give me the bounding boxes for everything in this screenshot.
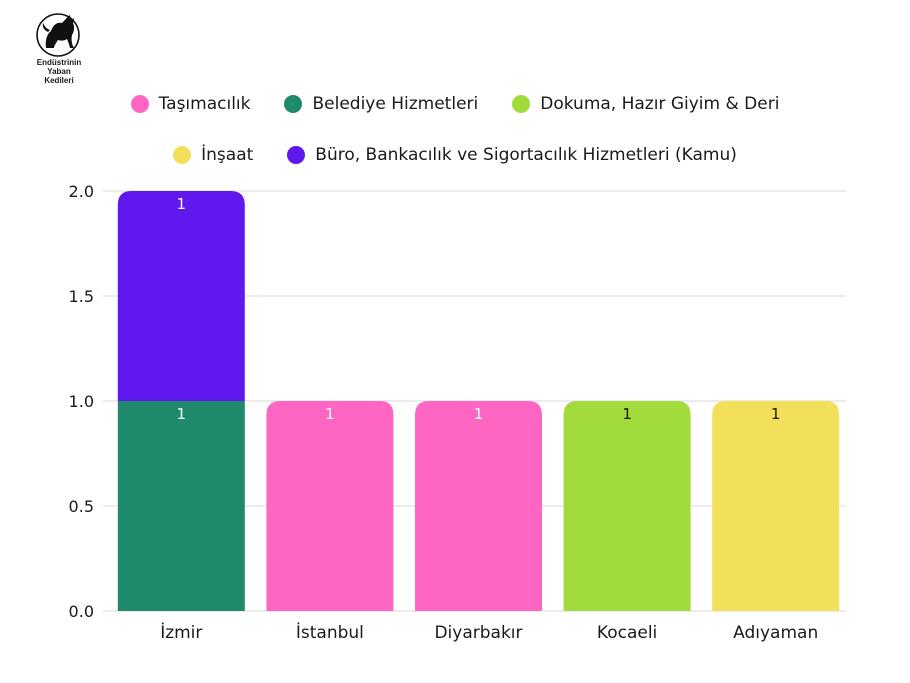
legend-label: Dokuma, Hazır Giyim & Deri: [540, 94, 780, 114]
y-tick-label: 2.0: [69, 182, 94, 201]
legend-item-dokuma[interactable]: Dokuma, Hazır Giyim & Deri: [512, 94, 779, 114]
y-tick-label: 1.0: [69, 392, 94, 411]
x-category-label: Adıyaman: [733, 623, 818, 643]
legend-swatch: [287, 146, 306, 164]
legend-swatch: [173, 146, 192, 164]
bar-segment: [712, 401, 840, 611]
x-category-label: İzmir: [160, 622, 202, 643]
data-label: 1: [771, 405, 781, 423]
bar-segment: [415, 401, 542, 611]
legend-item-insaat[interactable]: İnşaat: [173, 145, 253, 165]
logo: Endüstrinin Yaban Kedileri: [26, 8, 92, 98]
bars: 1 1 1 1 1 1: [117, 191, 840, 611]
bar-segment: [117, 191, 245, 401]
legend-item-belediye[interactable]: Belediye Hizmetleri: [284, 94, 478, 114]
legend-swatch: [130, 95, 149, 113]
bar-segment: [117, 401, 245, 611]
legend-label: Büro, Bankacılık ve Sigortacılık Hizmetl…: [315, 145, 737, 165]
legend-swatch: [512, 95, 531, 113]
legend-swatch: [284, 95, 303, 113]
data-label: 1: [622, 405, 632, 423]
legend-label: Belediye Hizmetleri: [312, 94, 479, 114]
y-tick-label: 0.0: [69, 602, 94, 621]
x-category-label: İstanbul: [296, 622, 364, 643]
data-label: 1: [177, 405, 187, 423]
cat-logo-icon: [36, 13, 80, 57]
y-tick-label: 1.5: [69, 287, 94, 306]
x-axis: İzmir İstanbul Diyarbakır Kocaeli Adıyaman: [160, 622, 818, 643]
x-category-label: Diyarbakır: [434, 623, 522, 643]
legend-item-tasimacilik[interactable]: Taşımacılık: [130, 94, 251, 114]
legend-item-buro[interactable]: Büro, Bankacılık ve Sigortacılık Hizmetl…: [287, 145, 737, 165]
data-label: 1: [177, 195, 187, 213]
legend-label: Taşımacılık: [158, 94, 251, 114]
legend-row-2: İnşaat Büro, Bankacılık ve Sigortacılık …: [0, 143, 910, 167]
y-axis: 0.0 0.5 1.0 1.5 2.0: [69, 182, 94, 621]
legend-label: İnşaat: [201, 145, 254, 165]
legend-row-1: Taşımacılık Belediye Hizmetleri Dokuma, …: [0, 92, 910, 116]
y-tick-label: 0.5: [69, 497, 94, 516]
logo-text-line-3: Kedileri: [44, 76, 74, 85]
data-label: 1: [325, 405, 335, 423]
x-category-label: Kocaeli: [597, 623, 657, 643]
bar-segment: [266, 401, 394, 611]
logo-text-line-1: Endüstrinin: [36, 58, 82, 67]
logo-text-line-2: Yaban: [47, 67, 71, 76]
bar-segment: [563, 401, 691, 611]
data-label: 1: [474, 405, 484, 423]
